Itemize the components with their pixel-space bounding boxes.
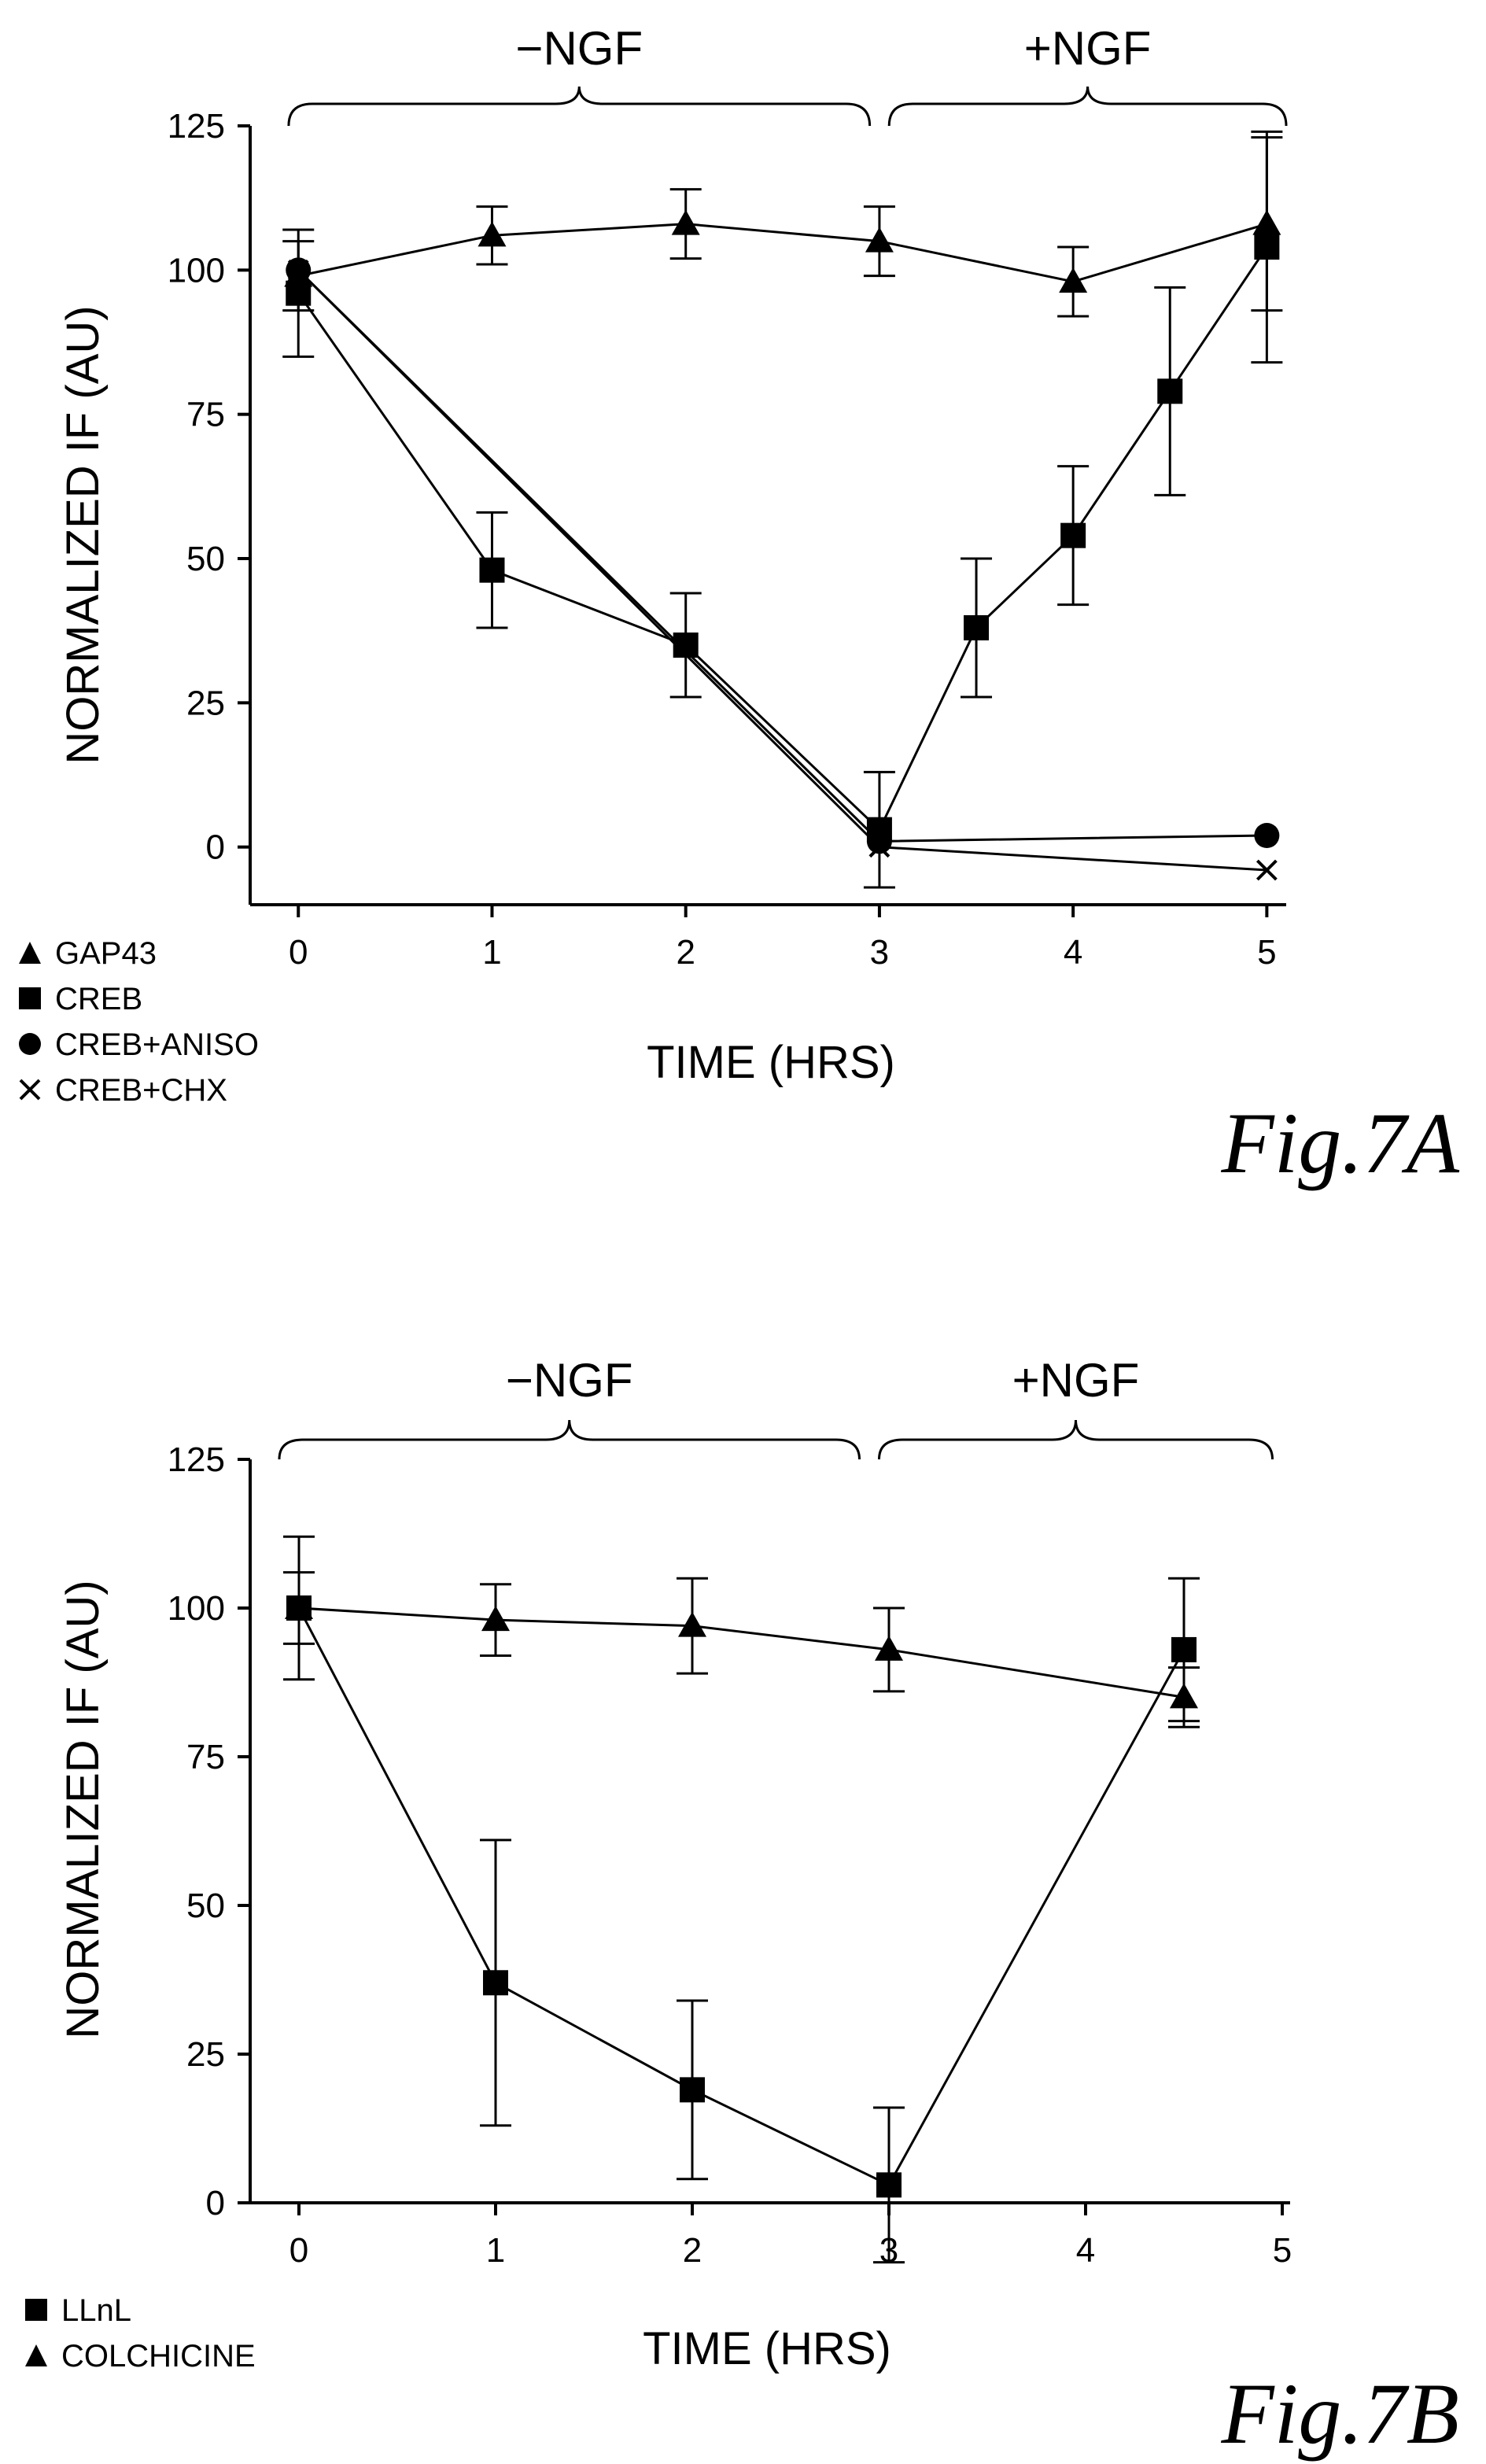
legend-label: GAP43: [55, 936, 157, 971]
cross-stroke: [868, 836, 890, 858]
x-tick-label: 3: [870, 933, 889, 972]
legend-label: COLCHICINE: [61, 2339, 256, 2374]
x-tick-label: 5: [1273, 2231, 1292, 2270]
x-tick-label: 0: [289, 933, 308, 972]
data-point: [1254, 823, 1280, 848]
data-point: [287, 259, 309, 281]
series-creb-aniso: [286, 257, 1280, 854]
condition-brace: [887, 86, 1288, 127]
y-tick-label: 125: [168, 107, 225, 146]
condition-brace: [287, 86, 872, 127]
series-gap43: [282, 136, 1283, 318]
x-tick-label: 4: [1076, 2231, 1095, 2270]
data-point: [1256, 859, 1278, 881]
y-tick-label: 0: [206, 2184, 225, 2222]
data-point: [671, 209, 700, 235]
x-tick-label: 4: [1064, 933, 1082, 972]
y-tick-label: 25: [186, 2035, 225, 2074]
series-line: [297, 269, 1267, 843]
legend-marker: [19, 1079, 41, 1101]
y-tick-label: 125: [168, 1440, 225, 1479]
x-tick-label: 0: [289, 2231, 308, 2270]
series-line: [297, 246, 1268, 832]
legend-marker: [25, 2344, 47, 2366]
figure-caption: Fig.7A: [1221, 1095, 1460, 1191]
y-tick-label: 50: [186, 540, 225, 578]
y-tick-label: 50: [186, 1887, 225, 1925]
condition-brace: [278, 1419, 861, 1460]
data-point: [866, 828, 892, 854]
series-creb-chx: [287, 259, 1278, 881]
cross-stroke: [287, 259, 309, 281]
data-point: [479, 557, 505, 583]
x-tick-label: 5: [1257, 933, 1276, 972]
data-point: [1059, 267, 1088, 293]
y-tick-label: 25: [186, 684, 225, 722]
series-colchicine: [283, 1571, 1200, 1728]
data-point: [964, 615, 990, 640]
data-point: [478, 221, 507, 247]
y-axis-title: NORMALIZED IF (AU): [57, 1580, 109, 2038]
series-line: [297, 223, 1267, 283]
legend-marker: [25, 2299, 47, 2321]
data-point: [865, 227, 894, 253]
y-tick-label: 100: [168, 1589, 225, 1628]
series-line: [297, 269, 1267, 872]
data-point: [868, 836, 890, 858]
data-point: [1171, 1636, 1197, 1662]
legend-label: CREB+ANISO: [55, 1027, 259, 1062]
legend-marker: [19, 942, 41, 964]
data-point: [875, 1635, 903, 1661]
legend-marker: [19, 987, 41, 1009]
condition-label: −NGF: [506, 1354, 633, 1407]
legend-label: CREB: [55, 982, 142, 1016]
y-tick-label: 75: [186, 1738, 225, 1776]
condition-label: −NGF: [515, 22, 643, 75]
condition-label: +NGF: [1012, 1354, 1140, 1407]
y-tick-label: 100: [168, 251, 225, 290]
data-point: [286, 280, 312, 306]
series-line: [298, 1606, 1185, 1699]
data-point: [1170, 1683, 1198, 1709]
cross-stroke: [1256, 859, 1278, 881]
data-point: [285, 1594, 313, 1619]
legend: GAP43 CREB CREB+ANISO CREB+CHX: [19, 936, 259, 1108]
series-creb: [282, 130, 1283, 889]
legend-marker: [19, 1033, 41, 1055]
figure-caption: Fig.7B: [1221, 2366, 1459, 2462]
x-tick-label: 1: [482, 933, 501, 972]
x-axis-title: TIME (HRS): [647, 1037, 895, 1088]
condition-label: +NGF: [1024, 22, 1152, 75]
y-tick-label: 75: [186, 396, 225, 434]
legend-label: CREB+CHX: [55, 1073, 227, 1108]
data-point: [1254, 234, 1280, 260]
condition-brace: [878, 1419, 1274, 1460]
data-point: [678, 1611, 706, 1637]
data-point: [483, 1970, 508, 1996]
series-llnl: [283, 1535, 1200, 2264]
legend: LLnL COLCHICINE: [25, 2293, 256, 2374]
series-line: [297, 1607, 1185, 2187]
y-axis-title: NORMALIZED IF (AU): [57, 305, 109, 764]
data-point: [680, 2077, 705, 2103]
data-point: [1157, 378, 1183, 404]
x-tick-label: 2: [683, 2231, 702, 2270]
chart-7a: 0 25 50 75 100 125 0 1 2 3 4 5 NORMALIZED IF (AU) TIM…: [19, 22, 1460, 1191]
data-point: [481, 1606, 510, 1632]
x-tick-label: 1: [486, 2231, 505, 2270]
cross-stroke: [19, 1079, 41, 1101]
legend-label: LLnL: [61, 2293, 131, 2328]
data-point: [1060, 522, 1086, 548]
x-axis-title: TIME (HRS): [643, 2323, 891, 2374]
y-tick-label: 0: [206, 828, 225, 867]
x-tick-label: 2: [676, 933, 695, 972]
data-point: [876, 2172, 902, 2198]
